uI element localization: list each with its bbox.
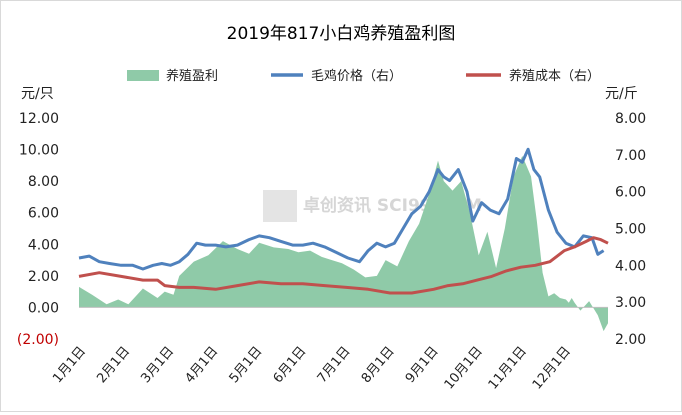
y-right-axis: 8.00 7.00 6.00 5.00 4.00 3.00 2.00: [615, 111, 646, 348]
legend-label-price: 毛鸡价格（右）: [311, 68, 402, 84]
y-left-tick-label: 4.00: [28, 237, 59, 253]
legend-swatch-profit: [127, 70, 159, 81]
x-tick-label: 7月1日: [315, 344, 354, 386]
y-right-tick-label: 2.00: [615, 332, 646, 348]
x-tick-label: 10月1日: [442, 344, 486, 393]
y-left-tick-label: 0.00: [28, 300, 59, 316]
x-tick-label: 11月1日: [486, 344, 530, 393]
y-left-tick-label: (2.00): [17, 332, 59, 348]
series-price-line: [78, 147, 605, 271]
y-left-tick-label: 8.00: [28, 174, 59, 190]
plot-area: [78, 147, 609, 332]
chart-title: 2019年817小白鸡养殖盈利图: [227, 24, 456, 44]
legend-label-profit: 养殖盈利: [166, 68, 218, 84]
legend-label-cost: 养殖成本（右）: [509, 68, 600, 84]
y-right-tick-label: 8.00: [615, 111, 646, 127]
x-tick-label: 9月1日: [403, 344, 442, 386]
y-left-tick-label: 2.00: [28, 269, 59, 285]
legend: 养殖盈利 毛鸡价格（右） 养殖成本（右）: [127, 68, 600, 84]
x-tick-label: 4月1日: [182, 344, 221, 386]
y-right-tick-label: 6.00: [615, 185, 646, 201]
x-tick-label: 6月1日: [271, 344, 310, 386]
x-tick-label: 2月1日: [94, 344, 133, 386]
y-left-tick-label: 6.00: [28, 206, 59, 222]
watermark-logo: [263, 190, 297, 222]
y-right-tick-label: 4.00: [615, 258, 646, 274]
y-left-axis: 12.00 10.00 8.00 6.00 4.00 2.00 0.00 (2.00): [17, 111, 59, 348]
x-tick-label: 12月1日: [530, 344, 574, 393]
x-tick-label: 1月1日: [50, 344, 89, 386]
x-axis: 1月1日 2月1日 3月1日 4月1日 5月1日 6月1日 7月1日 8月1日 9月1日 10月1…: [50, 344, 574, 393]
series-profit-area: [79, 155, 608, 332]
y-right-tick-label: 7.00: [615, 148, 646, 164]
x-tick-label: 8月1日: [359, 344, 398, 386]
y-left-axis-label: 元/只: [21, 86, 54, 102]
series-cost-line: [78, 236, 609, 295]
y-right-axis-label: 元/斤: [605, 86, 638, 102]
y-left-tick-label: 12.00: [19, 111, 59, 127]
x-tick-label: 3月1日: [138, 344, 177, 386]
y-left-tick-label: 10.00: [19, 143, 59, 159]
x-tick-label: 5月1日: [227, 344, 266, 386]
y-right-tick-label: 5.00: [615, 222, 646, 238]
y-right-tick-label: 3.00: [615, 295, 646, 311]
